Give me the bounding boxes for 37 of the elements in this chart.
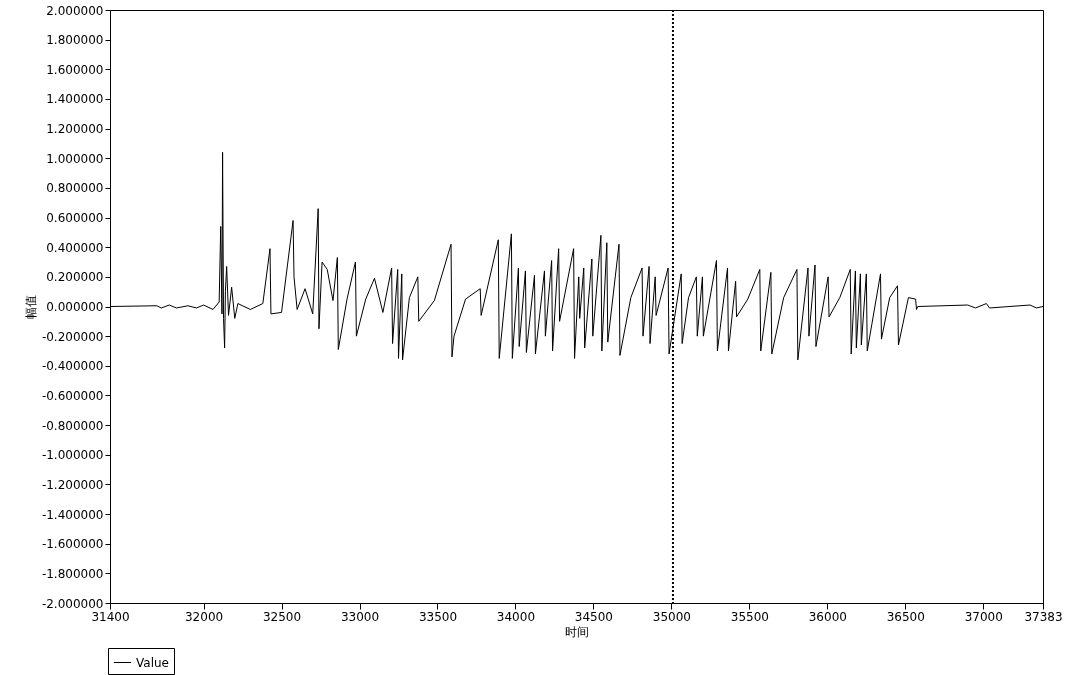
y-tick-label: 1.600000 xyxy=(46,62,104,77)
y-tick-label: 0.200000 xyxy=(46,270,104,285)
x-tick-label: 34500 xyxy=(574,609,614,624)
y-tick-label: -1.000000 xyxy=(41,448,104,463)
y-tick-label: 1.200000 xyxy=(46,122,104,137)
y-tick-label: 2.000000 xyxy=(46,3,104,18)
y-tick-label: -1.200000 xyxy=(41,477,104,492)
x-tick-label: 34000 xyxy=(496,609,536,624)
x-tick-label: 37383 xyxy=(1024,609,1063,624)
x-tick-label: 33000 xyxy=(340,609,380,624)
y-tick-label: -1.600000 xyxy=(41,537,104,552)
y-tick-label: -0.600000 xyxy=(41,388,104,403)
x-tick-label: 35000 xyxy=(652,609,691,624)
y-tick-label: 0.400000 xyxy=(46,240,104,255)
x-tick-label: 32000 xyxy=(184,609,224,624)
legend-label: Value xyxy=(136,655,169,670)
x-tick-label: 31400 xyxy=(91,609,130,624)
y-tick-label: -0.200000 xyxy=(41,329,104,344)
y-axis-title: 幅值 xyxy=(23,295,38,319)
x-tick-label: 32500 xyxy=(262,609,302,624)
y-tick-label: 0.600000 xyxy=(46,211,104,226)
y-tick-label: -1.400000 xyxy=(41,507,104,522)
y-tick-label: 0.000000 xyxy=(46,300,104,314)
x-tick-label: 33500 xyxy=(418,609,458,624)
y-tick-label: 1.400000 xyxy=(46,92,104,107)
x-tick-label: 37000 xyxy=(964,609,1003,624)
y-tick-label: 0.800000 xyxy=(46,181,104,196)
y-tick-label: 1.000000 xyxy=(46,151,104,166)
x-axis-title: 时间 xyxy=(565,624,589,639)
x-tick-label: 36500 xyxy=(886,609,925,624)
y-tick-label: -0.400000 xyxy=(41,359,104,374)
x-tick-label: 35500 xyxy=(730,609,769,624)
x-tick-label: 36000 xyxy=(808,609,847,624)
y-tick-label: -0.800000 xyxy=(41,418,104,433)
y-tick-label: -2.000000 xyxy=(41,596,104,611)
y-tick-label: 1.800000 xyxy=(46,33,104,48)
y-tick-label: -1.800000 xyxy=(41,566,104,581)
